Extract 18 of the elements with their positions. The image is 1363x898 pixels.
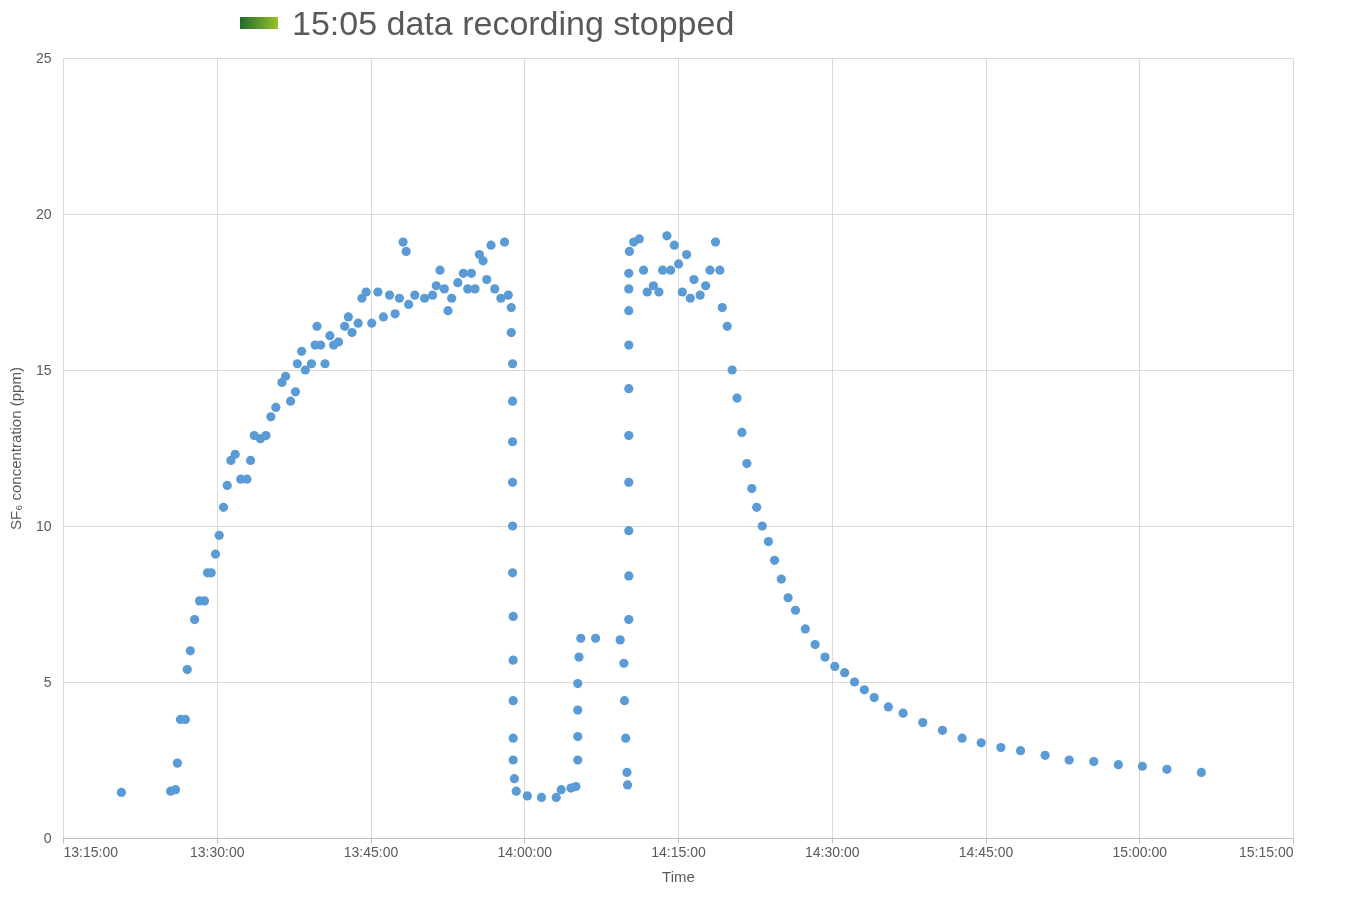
x-tick-label: 15:00:00 [1112, 843, 1168, 860]
y-axis-title: SF₆ concentration (ppm) [6, 367, 24, 530]
x-axis-title: Time [662, 867, 695, 885]
y-tick-label: 15 [35, 361, 52, 378]
x-tick-label: 14:00:00 [497, 843, 553, 860]
x-tick-label: 14:30:00 [805, 843, 860, 860]
x-tick-label: 13:30:00 [190, 843, 245, 860]
x-tick-label: 14:15:00 [651, 843, 706, 860]
x-tick-label: 14:45:00 [958, 843, 1014, 860]
x-tick-label: 13:45:00 [343, 843, 399, 860]
y-tick-label: 20 [35, 205, 52, 222]
y-tick-label: 10 [35, 517, 52, 534]
text: 15:05 data recording stopped [292, 3, 735, 43]
y-tick-label: 0 [43, 829, 52, 846]
x-tick-label: 13:15:00 [63, 843, 119, 860]
y-tick-label: 25 [35, 49, 52, 66]
y-tick-label: 5 [43, 673, 52, 690]
x-tick-label: 15:15:00 [1239, 843, 1294, 860]
